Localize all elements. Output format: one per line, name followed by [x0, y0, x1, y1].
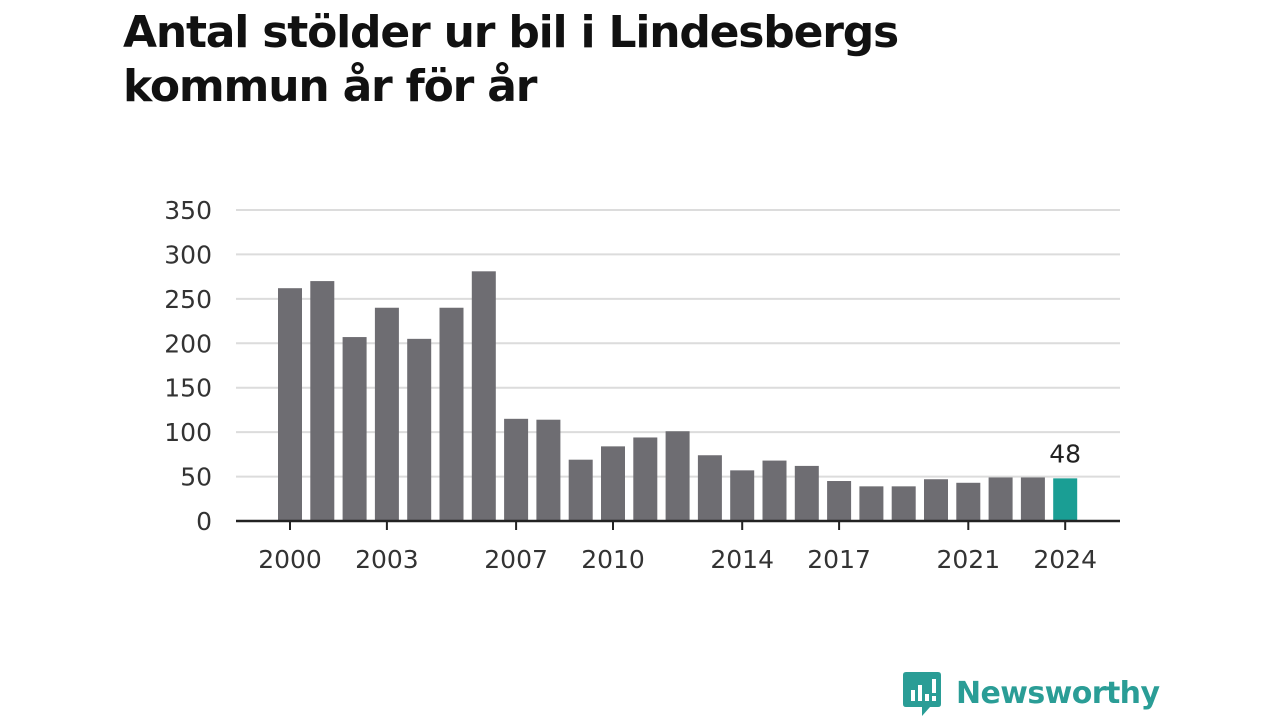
y-tick-label: 0 [196, 507, 212, 536]
y-tick-label: 150 [164, 374, 212, 403]
bar-2015 [762, 460, 787, 521]
bar-2024 [1053, 478, 1078, 521]
y-tick-label: 100 [164, 418, 212, 447]
x-tick-label: 2017 [807, 545, 871, 574]
newsworthy-brand: Newsworthy [902, 670, 1160, 718]
data-label: 48 [1049, 439, 1081, 468]
brand-name: Newsworthy [956, 676, 1160, 711]
y-tick-label: 350 [164, 196, 212, 225]
bar-2013 [697, 455, 722, 521]
y-tick-label: 50 [180, 463, 212, 492]
x-tick-label: 2003 [355, 545, 419, 574]
bar-2010 [601, 446, 625, 521]
y-axis-tick-labels: 0 50 100 150 200 250 300 350 [164, 196, 212, 536]
y-tick-label: 250 [164, 285, 212, 314]
bar-2016 [794, 465, 819, 521]
bar-2008 [536, 419, 561, 521]
chart-title: Antal stölder ur bil i Lindesbergs kommu… [123, 7, 899, 112]
bar-2014 [730, 470, 755, 521]
bar-2004 [407, 338, 432, 521]
bars [278, 271, 1078, 521]
bar-2012 [665, 431, 690, 521]
x-tick-label: 2014 [710, 545, 774, 574]
x-tick-label: 2000 [258, 545, 322, 574]
x-tick-label: 2010 [581, 545, 645, 574]
y-tick-label: 300 [164, 240, 212, 269]
bar-2023 [1020, 477, 1045, 521]
x-axis [236, 519, 1120, 530]
bar-2018 [859, 486, 884, 521]
x-tick-label: 2007 [484, 545, 548, 574]
data-labels: 48 [1049, 439, 1081, 468]
bar-2022 [988, 477, 1013, 521]
bar-2009 [568, 459, 593, 521]
bar-2001 [310, 281, 335, 521]
bar-2000 [278, 288, 302, 521]
bar-2020 [924, 479, 948, 521]
bar-2003 [374, 307, 399, 521]
bar-2011 [633, 437, 658, 521]
bar-2021 [956, 482, 981, 521]
bar-2007 [504, 418, 529, 521]
bar-2002 [342, 337, 367, 521]
x-axis-tick-labels: 2000 2003 2007 2010 2014 2017 2021 2024 [258, 545, 1097, 574]
newsworthy-logo-icon [903, 672, 941, 716]
bar-2017 [827, 481, 852, 521]
y-tick-label: 200 [164, 329, 212, 358]
x-tick-label: 2021 [936, 545, 1000, 574]
bar-2005 [439, 307, 464, 521]
bar-2019 [891, 486, 916, 521]
bar-2006 [471, 271, 496, 521]
x-tick-label: 2024 [1033, 545, 1097, 574]
